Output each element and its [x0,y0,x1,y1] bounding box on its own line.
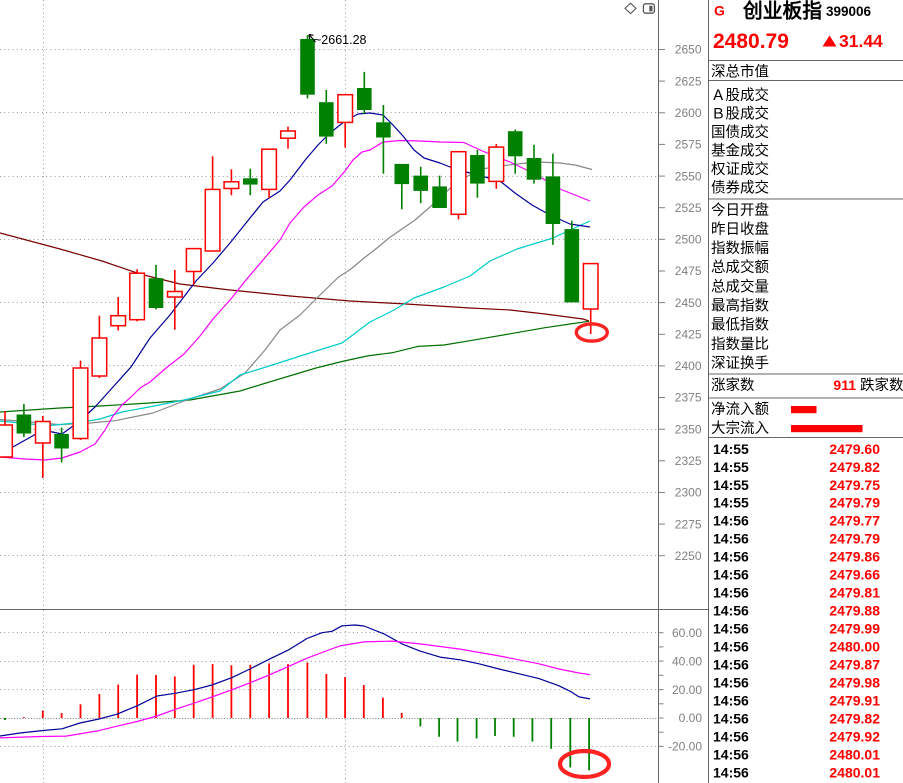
svg-text:14:55: 14:55 [713,495,749,511]
svg-text:2479.77: 2479.77 [829,513,880,529]
svg-text:2479.92: 2479.92 [829,729,880,745]
svg-text:14:56: 14:56 [713,764,749,780]
svg-text:Ｂ股成交: Ｂ股成交 [711,105,769,123]
svg-text:2479.79: 2479.79 [829,531,880,547]
svg-text:2300: 2300 [675,486,702,500]
svg-text:2479.60: 2479.60 [829,441,880,457]
svg-text:昨日收盘: 昨日收盘 [711,220,769,238]
svg-text:总成交额: 总成交额 [711,258,769,276]
svg-text:2500: 2500 [675,233,702,247]
svg-text:14:56: 14:56 [713,531,749,547]
svg-text:911: 911 [833,377,856,393]
svg-text:创业板指: 创业板指 [742,0,822,22]
svg-text:2625: 2625 [675,74,702,88]
svg-text:31.44: 31.44 [839,31,883,51]
svg-text:14:56: 14:56 [713,603,749,619]
svg-text:2400: 2400 [675,359,702,373]
svg-text:2325: 2325 [675,454,702,468]
svg-text:大宗流入: 大宗流入 [711,420,769,437]
svg-text:14:56: 14:56 [713,693,749,709]
svg-text:2479.88: 2479.88 [829,603,880,619]
svg-text:20.00: 20.00 [672,683,702,697]
svg-text:2480.01: 2480.01 [829,764,880,780]
svg-text:2475: 2475 [675,264,702,278]
svg-text:399006: 399006 [826,4,872,19]
svg-text:14:56: 14:56 [713,639,749,655]
svg-text:G: G [714,3,725,19]
svg-text:2575: 2575 [675,138,702,152]
svg-text:14:56: 14:56 [713,675,749,691]
svg-text:涨家数: 涨家数 [711,377,755,394]
svg-text:14:55: 14:55 [713,459,749,475]
svg-text:14:55: 14:55 [713,441,749,457]
svg-text:14:56: 14:56 [713,747,749,763]
svg-text:基金成交: 基金成交 [711,142,769,160]
svg-text:2479.87: 2479.87 [829,657,880,673]
svg-text:2479.86: 2479.86 [829,549,880,565]
svg-text:2479.82: 2479.82 [829,459,880,475]
svg-text:-20.00: -20.00 [668,740,702,754]
svg-text:14:56: 14:56 [713,711,749,727]
svg-text:2250: 2250 [675,549,702,563]
svg-text:2350: 2350 [675,422,702,436]
svg-text:2600: 2600 [675,106,702,120]
svg-text:2479.82: 2479.82 [829,711,880,727]
svg-text:深总市值: 深总市值 [711,64,769,81]
svg-text:14:56: 14:56 [713,585,749,601]
svg-text:2479.98: 2479.98 [829,675,880,691]
svg-text:债券成交: 债券成交 [711,179,769,197]
svg-text:2480.01: 2480.01 [829,747,880,763]
svg-text:2480.79: 2480.79 [713,30,789,53]
svg-text:跌家数: 跌家数 [860,377,903,394]
svg-text:2425: 2425 [675,328,702,342]
svg-text:2479.99: 2479.99 [829,621,880,637]
svg-text:2480.00: 2480.00 [829,639,880,655]
svg-text:0.00: 0.00 [679,711,703,725]
svg-text:最高指数: 最高指数 [711,298,769,315]
svg-text:2375: 2375 [675,391,702,405]
svg-text:40.00: 40.00 [672,654,702,668]
svg-text:总成交量: 总成交量 [711,277,769,295]
svg-text:14:56: 14:56 [713,513,749,529]
svg-text:2479.79: 2479.79 [829,495,880,511]
svg-text:2550: 2550 [675,169,702,183]
svg-text:最低指数: 最低指数 [711,317,769,334]
svg-text:指数振幅: 指数振幅 [711,240,769,257]
svg-text:指数量比: 指数量比 [711,336,769,353]
svg-text:14:56: 14:56 [713,549,749,565]
svg-text:2479.91: 2479.91 [829,693,880,709]
svg-text:国债成交: 国债成交 [711,123,769,141]
svg-text:2479.81: 2479.81 [829,585,880,601]
svg-text:2450: 2450 [675,296,702,310]
svg-text:净流入额: 净流入额 [711,401,769,418]
svg-text:权证成交: 权证成交 [711,160,769,178]
svg-text:14:56: 14:56 [713,729,749,745]
svg-text:60.00: 60.00 [672,626,702,640]
svg-text:14:56: 14:56 [713,567,749,583]
svg-text:14:55: 14:55 [713,477,749,493]
svg-text:今日开盘: 今日开盘 [711,201,769,219]
svg-text:2479.75: 2479.75 [829,477,880,493]
svg-text:~2661.28: ~2661.28 [314,33,367,47]
svg-text:Ａ股成交: Ａ股成交 [711,86,769,104]
svg-text:2525: 2525 [675,201,702,215]
svg-text:2275: 2275 [675,517,702,531]
svg-text:14:56: 14:56 [713,657,749,673]
svg-text:深证换手: 深证换手 [711,355,769,372]
svg-text:2650: 2650 [675,43,702,57]
svg-text:14:56: 14:56 [713,621,749,637]
svg-text:2479.66: 2479.66 [829,567,880,583]
